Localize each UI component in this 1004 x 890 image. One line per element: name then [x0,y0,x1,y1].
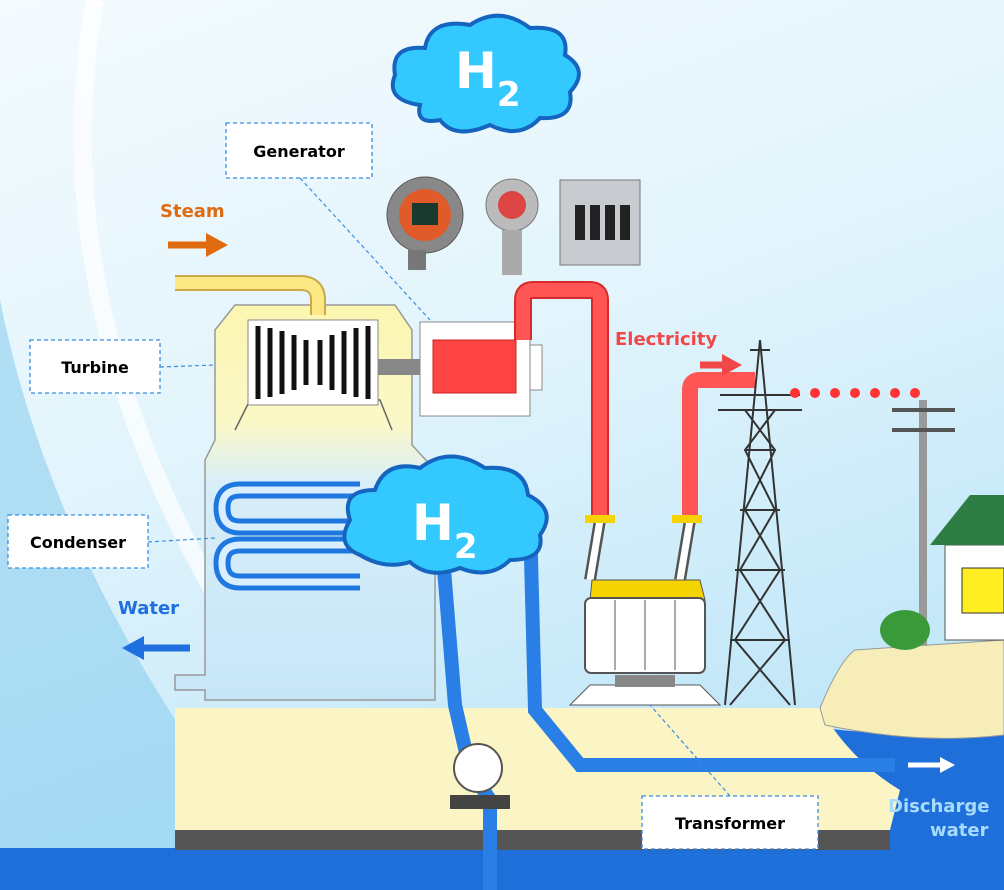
pole [919,400,927,645]
pump-base [450,795,510,809]
pump [454,744,502,792]
generator-label: Generator [253,142,345,161]
discharge-label: Discharge [888,796,989,817]
transformer-foot [615,675,675,687]
symbol: H [455,42,497,100]
power-plant-diagram: H2 H2 Generator Turbine Condenser Transf… [0,0,1004,890]
discharge-label: water [930,820,989,841]
insulator [672,515,702,523]
generator-cap [530,345,542,390]
electricity-label: Electricity [615,329,717,350]
symbol: H [412,494,454,552]
steam-label: Steam [160,201,225,222]
insulator [585,515,615,523]
turbine-label: Turbine [61,358,129,377]
water-label: Water [118,598,179,619]
generator-core [433,340,516,393]
bush [880,610,930,650]
subscript: 2 [497,75,521,115]
subscript: 2 [454,527,478,567]
gas-detectors [387,177,640,275]
transformer-label: Transformer [675,814,785,833]
window [962,568,1004,613]
transformer-base [570,685,720,705]
condenser-label: Condenser [30,533,126,552]
